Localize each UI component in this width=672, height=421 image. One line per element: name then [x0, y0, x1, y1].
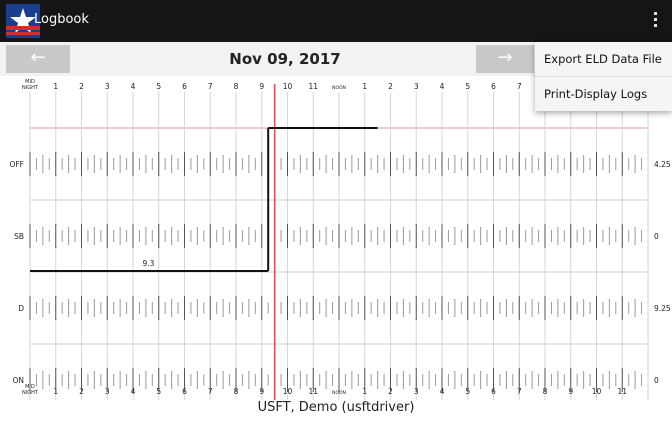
overflow-menu: Export ELD Data File Print-Display Logs	[535, 42, 672, 111]
menu-item-export-eld[interactable]: Export ELD Data File	[535, 42, 672, 77]
hour-label: 1	[362, 82, 367, 91]
row-label-sb: SB	[14, 232, 24, 241]
driver-name: USFT, Demo (usftdriver)	[257, 400, 415, 415]
hour-label: 3	[414, 82, 419, 91]
hour-label: 1	[53, 82, 58, 91]
hour-label: 2	[388, 82, 393, 91]
hour-label: 7	[208, 82, 213, 91]
row-label-d: D	[18, 304, 24, 313]
app-title: Logbook	[34, 12, 89, 27]
row-label-off: OFF	[9, 160, 24, 169]
log-date: Nov 09, 2017	[229, 50, 341, 68]
hour-label: NIGHT	[22, 390, 39, 396]
app-bar: Logbook	[0, 0, 672, 42]
previous-day-button[interactable]: ←	[6, 45, 70, 73]
hour-label: NOON	[332, 390, 346, 396]
hour-label: 5	[465, 82, 470, 91]
hour-label: 10	[283, 82, 293, 91]
row-total-off: 4.25	[654, 160, 671, 169]
hour-label: 7	[517, 82, 522, 91]
hour-label: 5	[156, 82, 161, 91]
hour-label: 6	[491, 82, 496, 91]
overflow-menu-icon[interactable]	[652, 12, 658, 30]
hour-label: 11	[308, 82, 318, 91]
row-label-on: ON	[12, 376, 24, 385]
segment-duration-label: 9.3	[142, 259, 154, 268]
row-total-d: 9.25	[654, 304, 671, 313]
log-graph[interactable]: MIDNIGHTMIDNIGHT112233445566778899101011…	[0, 76, 672, 400]
logo-icon[interactable]	[6, 4, 40, 38]
hour-label: NIGHT	[22, 85, 39, 91]
hour-label: 6	[182, 82, 187, 91]
hour-label: MID	[25, 79, 35, 85]
next-day-button[interactable]: →	[476, 45, 534, 73]
row-total-sb: 0	[654, 232, 659, 241]
row-total-on: 0	[654, 376, 659, 385]
hour-label: 4	[440, 82, 445, 91]
menu-item-print-display[interactable]: Print-Display Logs	[544, 87, 648, 101]
hour-label: 4	[131, 82, 136, 91]
hour-label: NOON	[332, 85, 346, 91]
hour-label: 9	[259, 82, 264, 91]
hour-label: 2	[79, 82, 84, 91]
hour-label: 3	[105, 82, 110, 91]
hour-label: 8	[234, 82, 239, 91]
